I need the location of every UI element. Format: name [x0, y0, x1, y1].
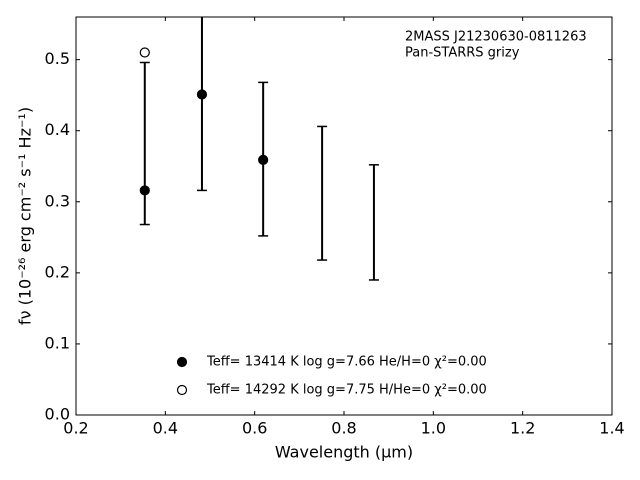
- x-axis-label: Wavelength (μm): [275, 443, 413, 462]
- legend-marker: [176, 356, 188, 368]
- y-tick-label: 0.2: [45, 262, 70, 281]
- x-tick-label: 0.6: [242, 419, 267, 438]
- model-point: [196, 89, 208, 100]
- model-point: [139, 185, 150, 196]
- error-bar: [139, 61, 150, 226]
- y-tick-label: 0.4: [45, 120, 70, 139]
- model-point: [258, 154, 269, 165]
- x-tick-label: 1.4: [599, 419, 624, 438]
- x-tick-label: 0.2: [63, 419, 88, 438]
- legend-label: Teff= 14292 K log g=7.75 H/He=0 χ²=0.00: [206, 383, 487, 398]
- y-tick-label: 0.5: [45, 49, 70, 68]
- y-tick-label: 0.0: [45, 405, 70, 424]
- annotation: 2MASS J21230630-0811263: [405, 30, 587, 45]
- annotation: Pan-STARRS grizy: [405, 46, 520, 61]
- x-tick-label: 0.4: [153, 419, 178, 438]
- x-tick-label: 1.2: [510, 419, 535, 438]
- model-point: [139, 47, 150, 58]
- y-tick-label: 0.3: [45, 191, 70, 210]
- error-bar: [368, 164, 379, 281]
- error-bar: [317, 125, 328, 261]
- y-axis-label: fν (10⁻²⁶ erg cm⁻² s⁻¹ Hz⁻¹): [16, 107, 35, 325]
- plot-area: [139, 17, 379, 281]
- x-tick-label: 0.8: [331, 419, 356, 438]
- legend-label: Teff= 13414 K log g=7.66 He/H=0 χ²=0.00: [206, 355, 487, 370]
- legend-marker: [176, 384, 188, 396]
- y-tick-label: 0.1: [45, 333, 70, 352]
- x-tick-label: 1.0: [421, 419, 446, 438]
